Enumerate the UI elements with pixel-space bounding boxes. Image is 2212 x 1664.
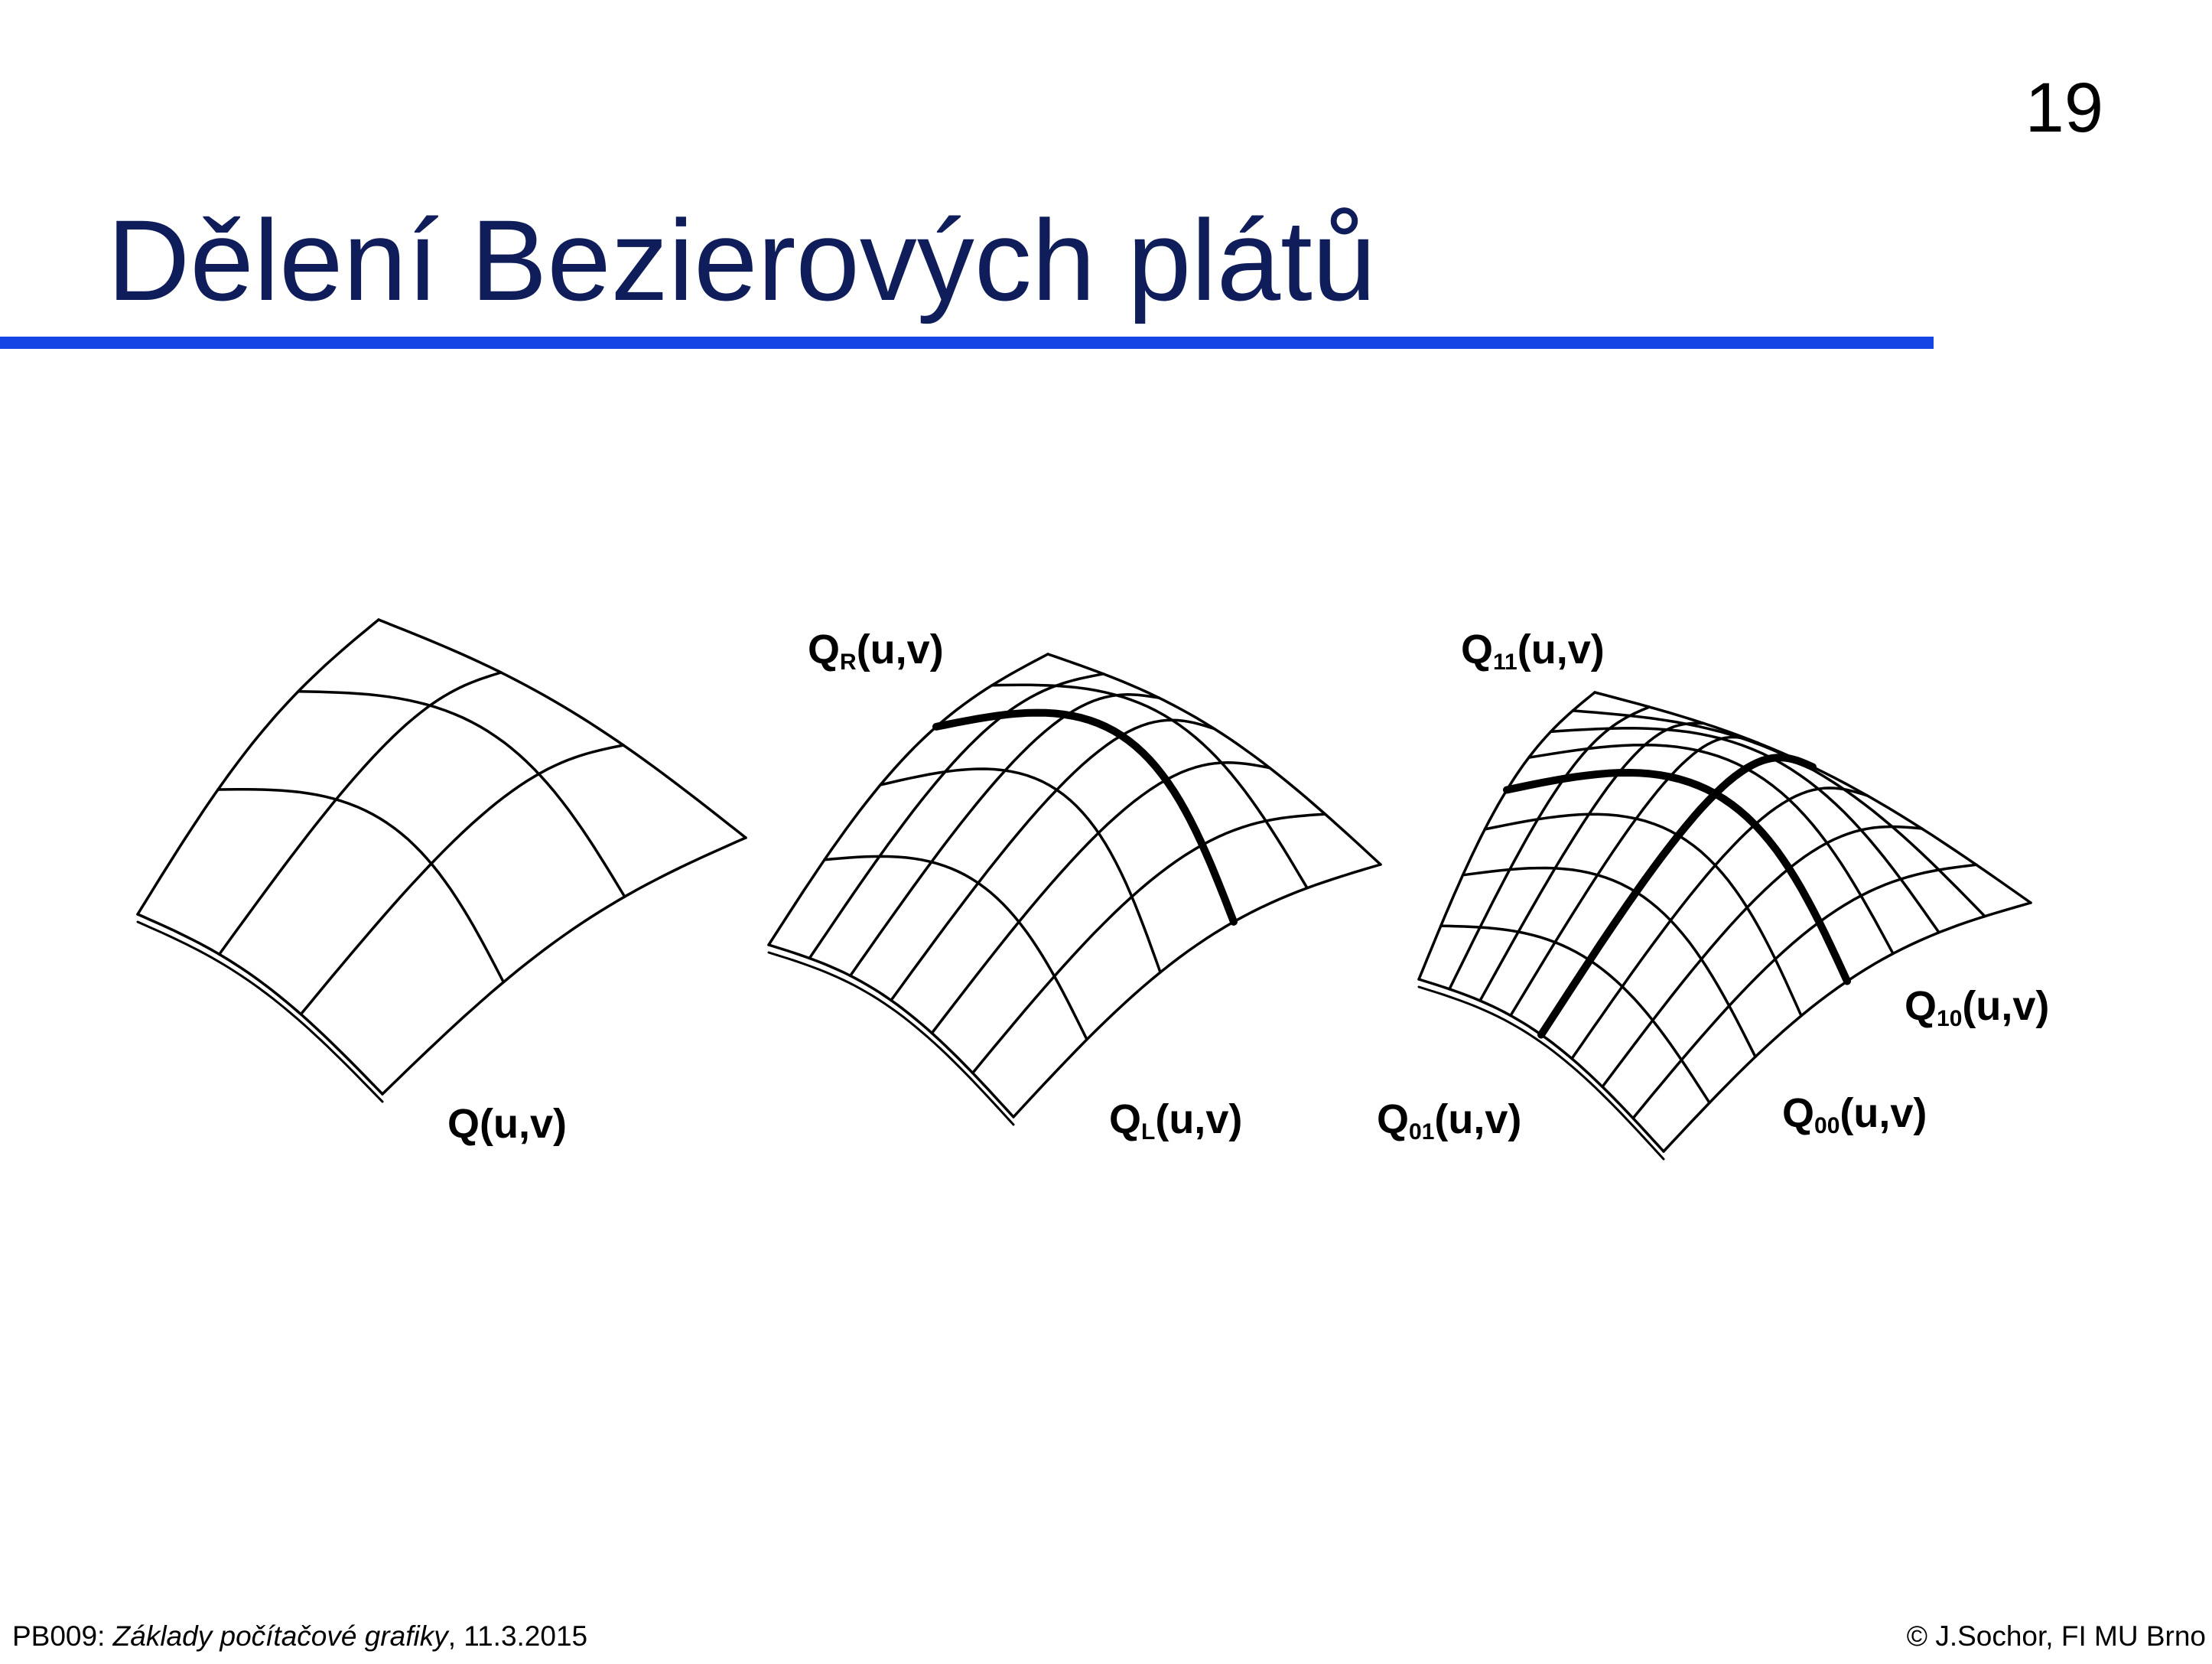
slide-number: 19 <box>2025 69 2103 147</box>
footer-course-code: PB009 <box>12 1620 98 1652</box>
iso-curve <box>1012 863 1382 1119</box>
label-q01: Q01(u,v) <box>1377 1096 1522 1145</box>
patch-q <box>136 618 747 1103</box>
label-ql: QL(u,v) <box>1109 1096 1243 1145</box>
patch-split-lr <box>767 653 1382 1126</box>
boundary-edge <box>767 951 1015 1126</box>
footer-copyright: © J.Sochor, FI MU Brno <box>1906 1620 2206 1652</box>
iso-curve <box>808 672 1105 960</box>
iso-curve <box>767 943 1015 1119</box>
iso-curve <box>1417 691 1596 981</box>
label-q10: Q10(u,v) <box>1905 983 2050 1031</box>
boundary-edge <box>1417 985 1665 1161</box>
iso-curve <box>848 693 1160 978</box>
iso-curve <box>1417 978 1665 1153</box>
iso-curve <box>1448 705 1651 991</box>
label-qr: QR(u,v) <box>808 627 944 675</box>
title-rule <box>0 337 1934 349</box>
iso-curve <box>971 812 1327 1075</box>
iso-curve <box>381 836 747 1096</box>
boundary-edge <box>136 920 384 1103</box>
iso-curve <box>930 761 1271 1035</box>
iso-curve <box>1549 727 1940 934</box>
iso-curve <box>823 855 1088 1041</box>
split-curve <box>932 708 1238 926</box>
iso-curve <box>377 618 747 839</box>
iso-curve <box>767 653 1049 946</box>
label-q00: Q00(u,v) <box>1782 1090 1927 1138</box>
iso-curve <box>1461 866 1757 1059</box>
footer-date: , 11.3.2015 <box>447 1620 588 1652</box>
patch-split-four <box>1417 691 2032 1161</box>
footer-course-title: Základy počítačové grafiky <box>112 1620 448 1652</box>
iso-curve <box>1483 812 1803 1018</box>
footer-course: PB009: Základy počítačové grafiky, 11.3.… <box>12 1620 587 1653</box>
iso-curve <box>299 744 625 1016</box>
iso-curve <box>136 913 384 1096</box>
iso-curve <box>1571 709 1986 918</box>
iso-curve <box>216 788 506 984</box>
label-q11: Q11(u,v) <box>1461 627 1605 675</box>
iso-curve <box>136 618 380 916</box>
iso-curve <box>1593 691 2032 904</box>
iso-curve <box>1527 743 1895 956</box>
slide-title: Dělení Bezierových plátů <box>107 196 1377 324</box>
split-curve <box>1503 769 1851 985</box>
footer-separator: : <box>97 1620 113 1652</box>
label-q: Q(u,v) <box>447 1101 567 1147</box>
iso-curve <box>1601 825 1924 1089</box>
iso-curve <box>991 683 1309 890</box>
iso-curve <box>879 767 1162 974</box>
iso-curve <box>217 671 503 956</box>
split-curve <box>1537 754 1817 1039</box>
iso-curve <box>1046 653 1382 866</box>
iso-curve <box>297 689 626 898</box>
iso-curve <box>890 718 1216 1002</box>
iso-curve <box>1439 924 1711 1105</box>
